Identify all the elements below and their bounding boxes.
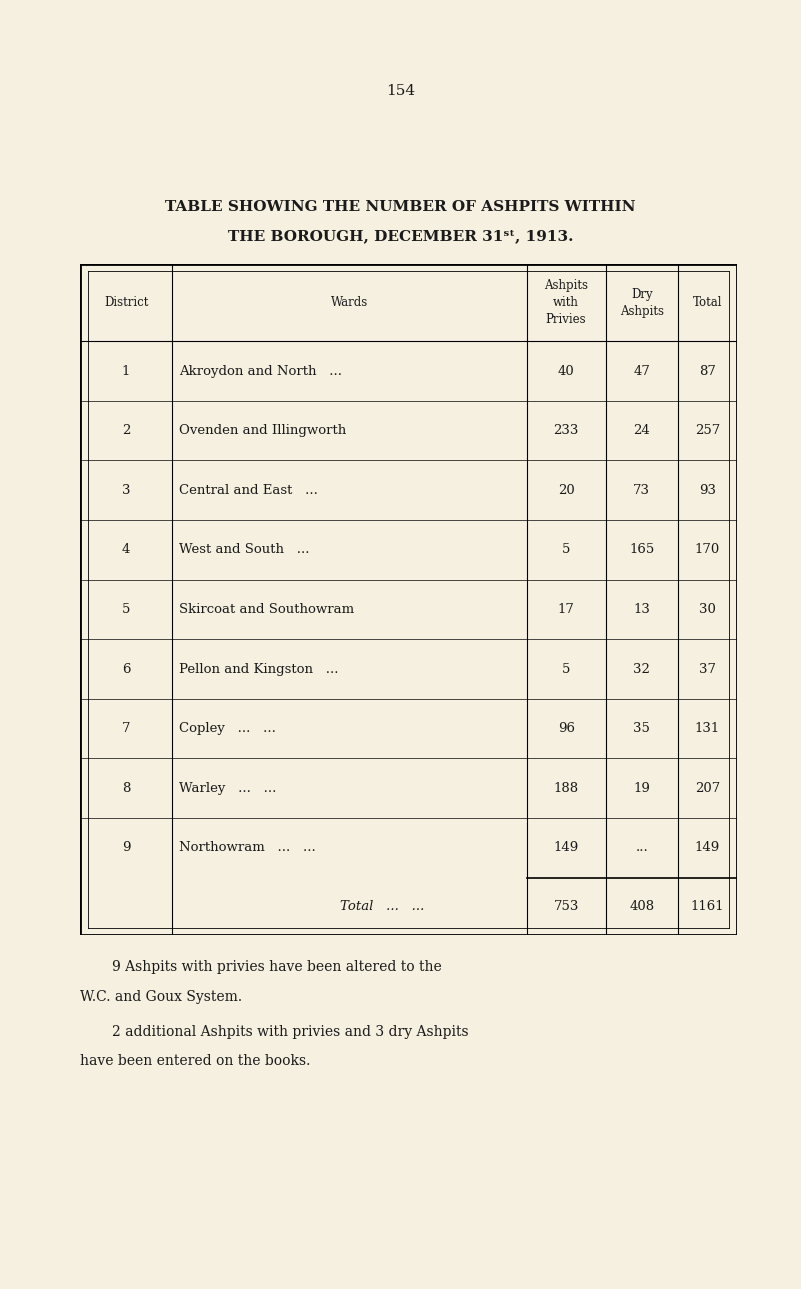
Text: TABLE SHOWING THE NUMBER OF ASHPITS WITHIN: TABLE SHOWING THE NUMBER OF ASHPITS WITH… [165, 200, 636, 214]
Text: 30: 30 [699, 603, 716, 616]
Text: 257: 257 [694, 424, 720, 437]
Text: 2 additional Ashpits with privies and 3 dry Ashpits: 2 additional Ashpits with privies and 3 … [112, 1025, 469, 1039]
Text: Northowram   ...   ...: Northowram ... ... [179, 842, 316, 855]
Text: 4: 4 [122, 544, 131, 557]
Text: 2: 2 [122, 424, 131, 437]
Text: 149: 149 [694, 842, 720, 855]
Text: Skircoat and Southowram: Skircoat and Southowram [179, 603, 354, 616]
Text: Total: Total [693, 296, 723, 309]
Text: Central and East   ...: Central and East ... [179, 483, 317, 496]
Text: 32: 32 [634, 663, 650, 675]
Text: 165: 165 [629, 544, 654, 557]
Text: 9 Ashpits with privies have been altered to the: 9 Ashpits with privies have been altered… [112, 960, 442, 974]
Text: 408: 408 [629, 900, 654, 913]
Text: 188: 188 [553, 781, 578, 795]
Text: 19: 19 [634, 781, 650, 795]
Text: 1161: 1161 [690, 900, 724, 913]
Text: 149: 149 [553, 842, 579, 855]
Text: 7: 7 [122, 722, 131, 735]
Text: 17: 17 [557, 603, 574, 616]
Text: 154: 154 [386, 84, 415, 98]
Text: Wards: Wards [331, 296, 368, 309]
Text: ...: ... [635, 842, 648, 855]
Text: Pellon and Kingston   ...: Pellon and Kingston ... [179, 663, 338, 675]
Text: Ovenden and Illingworth: Ovenden and Illingworth [179, 424, 346, 437]
Text: 40: 40 [557, 365, 574, 378]
Text: W.C. and Goux System.: W.C. and Goux System. [80, 990, 242, 1004]
Text: have been entered on the books.: have been entered on the books. [80, 1054, 311, 1069]
Text: 6: 6 [122, 663, 131, 675]
Text: 3: 3 [122, 483, 131, 496]
Text: 131: 131 [694, 722, 720, 735]
Text: 8: 8 [122, 781, 131, 795]
Text: 73: 73 [633, 483, 650, 496]
Text: Akroydon and North   ...: Akroydon and North ... [179, 365, 341, 378]
Text: 96: 96 [557, 722, 574, 735]
Text: 170: 170 [694, 544, 720, 557]
Text: 9: 9 [122, 842, 131, 855]
Text: 5: 5 [562, 663, 570, 675]
Text: Warley   ...   ...: Warley ... ... [179, 781, 276, 795]
Text: District: District [104, 296, 148, 309]
Text: Dry
Ashpits: Dry Ashpits [620, 287, 664, 318]
Text: 207: 207 [694, 781, 720, 795]
Text: 35: 35 [634, 722, 650, 735]
Text: THE BOROUGH, DECEMBER 31ˢᵗ, 1913.: THE BOROUGH, DECEMBER 31ˢᵗ, 1913. [227, 229, 574, 244]
Text: 93: 93 [698, 483, 716, 496]
Text: 233: 233 [553, 424, 579, 437]
Text: 24: 24 [634, 424, 650, 437]
Text: 1: 1 [122, 365, 131, 378]
Text: 753: 753 [553, 900, 579, 913]
Text: 87: 87 [699, 365, 716, 378]
Text: 13: 13 [634, 603, 650, 616]
Text: 37: 37 [698, 663, 716, 675]
Text: Copley   ...   ...: Copley ... ... [179, 722, 276, 735]
Text: 5: 5 [122, 603, 131, 616]
Text: Ashpits
with
Privies: Ashpits with Privies [544, 280, 588, 326]
Text: 5: 5 [562, 544, 570, 557]
Text: West and South   ...: West and South ... [179, 544, 309, 557]
Text: 20: 20 [557, 483, 574, 496]
Text: 47: 47 [634, 365, 650, 378]
Text: Total   ...   ...: Total ... ... [340, 900, 425, 913]
